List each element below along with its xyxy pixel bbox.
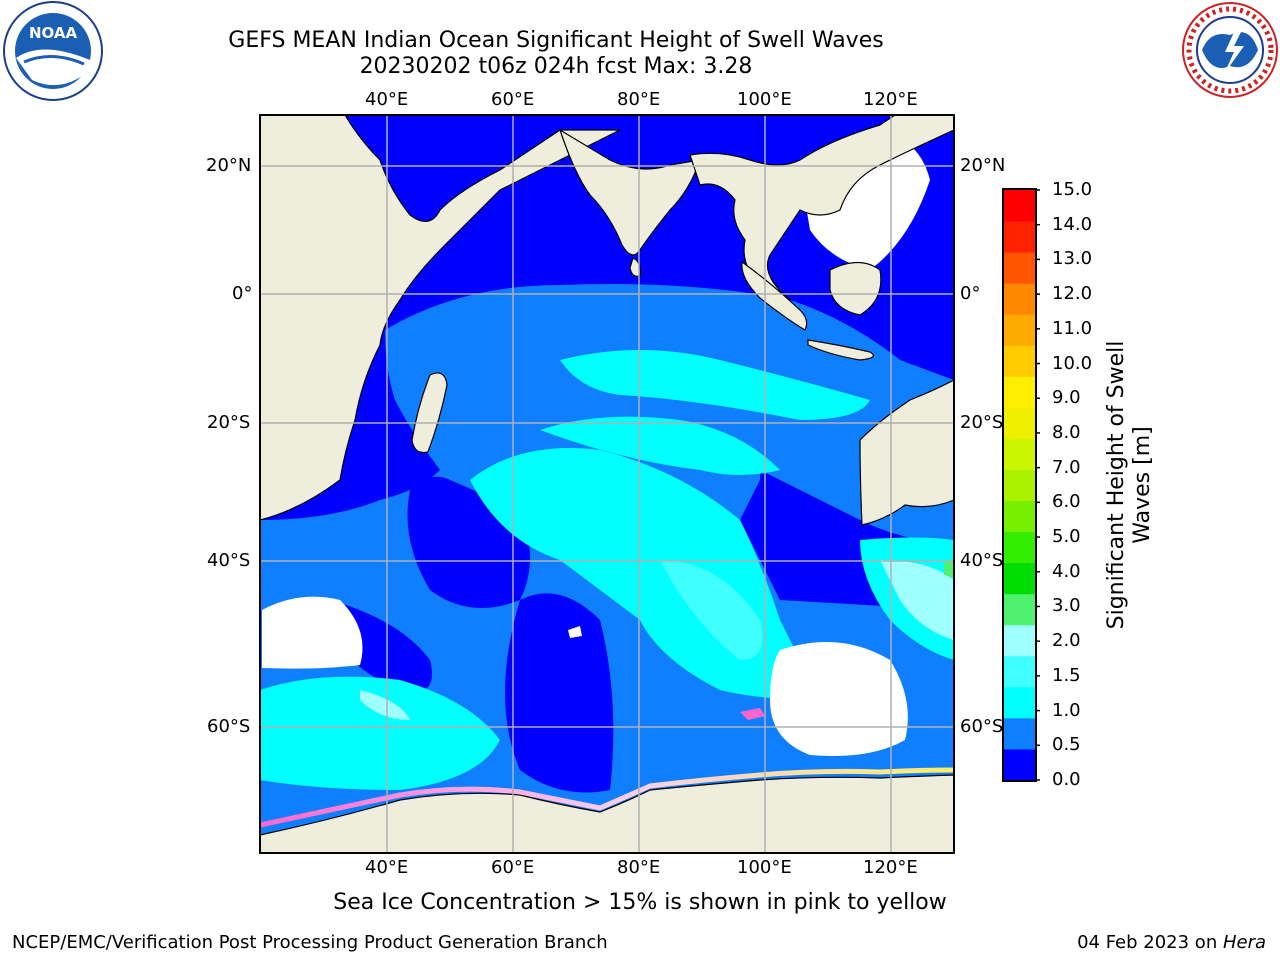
colorbar-tick-label: 10.0 — [1052, 352, 1093, 374]
lat-label-left: 40°S — [207, 550, 251, 571]
land-java — [807, 339, 874, 361]
map-title: GEFS MEAN Indian Ocean Significant Heigh… — [228, 28, 884, 53]
map-frame — [259, 114, 955, 854]
date-text: 04 Feb 2023 on Hera — [1077, 932, 1266, 953]
colorbar-swatch — [1004, 407, 1035, 439]
lat-label-right: 40°S — [960, 550, 1004, 571]
land-borneo — [829, 261, 882, 316]
lat-label-left: 20°S — [207, 412, 251, 433]
lon-label-bottom: 100°E — [737, 857, 792, 878]
gridlines — [260, 115, 954, 853]
swell-band-20 — [880, 560, 954, 640]
lon-label-bottom: 40°E — [365, 857, 409, 878]
colorbar-swatch — [1004, 438, 1035, 470]
map-subtitle: 20230202 t06z 024h fcst Max: 3.28 — [359, 54, 753, 79]
colorbar-tick-label: 5.0 — [1052, 526, 1081, 548]
colorbar-tick-label: 0.0 — [1052, 769, 1081, 790]
swell-low-pocket-b — [505, 593, 614, 793]
colorbar-tick-label: 14.0 — [1052, 213, 1093, 235]
colorbar-tick-label: 11.0 — [1052, 317, 1093, 339]
date-host: Hera — [1222, 932, 1266, 953]
colorbar-swatch — [1004, 283, 1035, 315]
colorbar-title-text: Significant Height of Swell Waves [m] — [1104, 340, 1155, 630]
swell-band-15 — [660, 560, 763, 660]
colorbar-swatch — [1004, 314, 1035, 346]
swell-band-10d — [260, 676, 500, 790]
colorbar-swatch — [1004, 748, 1035, 781]
lat-label-right: 60°S — [960, 716, 1004, 737]
land-australia — [859, 379, 954, 526]
land-indochina — [689, 115, 954, 304]
colorbar-swatch — [1004, 190, 1035, 222]
lon-label-bottom: 60°E — [491, 857, 535, 878]
colorbar-swatch — [1004, 500, 1035, 533]
sea-ice-patch — [740, 708, 765, 720]
lon-label-bottom: 80°E — [617, 857, 661, 878]
colorbar-swatch — [1004, 624, 1035, 657]
colorbar-tick-label: 4.0 — [1052, 560, 1081, 582]
colorbar-swatch — [1004, 655, 1035, 688]
land-antarctica — [260, 774, 954, 853]
land-india — [558, 128, 701, 256]
lat-label-right: 20°S — [960, 412, 1004, 433]
lat-label-left: 60°S — [207, 716, 251, 737]
swell-low-pocket-c — [760, 470, 860, 560]
colorbar-swatch — [1004, 562, 1035, 595]
land-sri-lanka — [629, 257, 641, 277]
colorbar-tick-label: 2.0 — [1052, 630, 1081, 652]
colorbar-tick-label: 15.0 — [1052, 179, 1093, 200]
colorbar — [1002, 188, 1040, 782]
colorbar-tick-label: 9.0 — [1052, 387, 1081, 409]
no-data-south-indian — [770, 642, 908, 756]
colorbar-tick-label: 1.0 — [1052, 699, 1081, 721]
nws-logo — [1182, 2, 1278, 98]
lat-label-left: 20°N — [206, 155, 252, 176]
colorbar-tick-label: 0.5 — [1052, 734, 1081, 756]
colorbar-tick-label: 6.0 — [1052, 491, 1081, 513]
colorbar-tick-label: 13.0 — [1052, 248, 1093, 270]
lon-label-top: 40°E — [365, 89, 409, 110]
lon-label-bottom: 120°E — [863, 857, 918, 878]
colorbar-swatch — [1004, 252, 1035, 284]
colorbar-swatch — [1004, 686, 1035, 719]
colorbar-swatch — [1004, 593, 1035, 626]
colorbar-tick-label: 1.5 — [1052, 664, 1081, 686]
lon-label-top: 100°E — [737, 89, 792, 110]
swell-band-30 — [944, 560, 954, 578]
no-data-kerguelen-island — [568, 626, 582, 638]
colorbar-swatch — [1004, 531, 1035, 564]
swell-band-10b — [540, 416, 780, 475]
sea-ice-edge — [260, 767, 954, 828]
colorbar-tick-label: 3.0 — [1052, 595, 1081, 617]
colorbar-swatch — [1004, 345, 1035, 377]
lon-label-top: 120°E — [863, 89, 918, 110]
land-sumatra — [741, 260, 808, 331]
land-africa-arabia — [260, 115, 621, 521]
credit-text: NCEP/EMC/Verification Post Processing Pr… — [12, 932, 608, 953]
svg-text:NOAA: NOAA — [29, 24, 78, 42]
colorbar-tick-label: 8.0 — [1052, 421, 1081, 443]
colorbar-tick-label: 12.0 — [1052, 283, 1093, 305]
land-madagascar — [411, 372, 448, 454]
lon-label-top: 80°E — [617, 89, 661, 110]
colorbar-swatch — [1004, 469, 1035, 502]
date-prefix: 04 Feb 2023 on — [1077, 932, 1223, 953]
colorbar-swatch — [1004, 717, 1035, 750]
sea-ice-note: Sea Ice Concentration > 15% is shown in … — [333, 890, 947, 915]
lon-label-top: 60°E — [491, 89, 535, 110]
lat-label-left: 0° — [232, 283, 253, 304]
colorbar-swatch — [1004, 221, 1035, 253]
colorbar-tick-label: 7.0 — [1052, 456, 1081, 478]
colorbar-swatch — [1004, 376, 1035, 408]
swell-band-20b — [360, 690, 410, 720]
noaa-logo: NOAA — [3, 1, 103, 101]
swell-band-10c — [560, 350, 870, 420]
lat-label-right: 0° — [960, 283, 981, 304]
no-data-kerguelen-west — [262, 596, 363, 669]
lat-label-right: 20°N — [960, 155, 1006, 176]
